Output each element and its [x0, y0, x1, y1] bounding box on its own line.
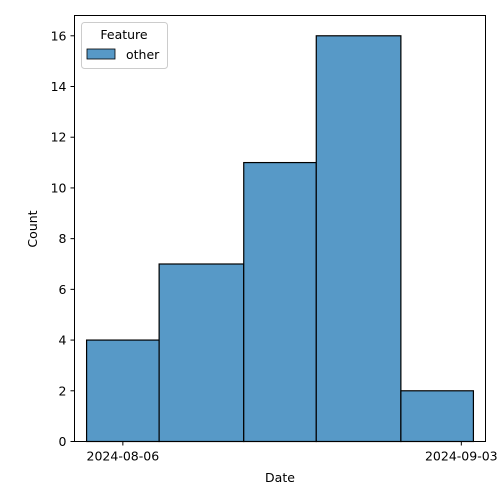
x-tick-label: 2024-09-03: [425, 449, 498, 464]
legend: Feature other: [81, 22, 168, 69]
histogram-bar-2: [158, 263, 245, 443]
y-tick-label: 12: [51, 130, 67, 145]
bars-group: [85, 35, 475, 443]
legend-title: Feature: [100, 27, 148, 42]
y-tick-label: 0: [59, 434, 67, 449]
histogram-bar-1: [85, 339, 160, 443]
plot-frame: [74, 15, 486, 442]
histogram-bar-3: [243, 161, 317, 443]
x-tick-label: 2024-08-06: [87, 449, 160, 464]
y-tick-label: 6: [59, 282, 67, 297]
y-tick-label: 16: [51, 28, 67, 43]
y-tick-label: 2: [59, 383, 67, 398]
y-tick-label: 10: [51, 180, 67, 195]
x-axis-label: Date: [265, 470, 295, 485]
y-axis-label: Count: [25, 210, 40, 247]
y-tick-label: 8: [59, 231, 67, 246]
y-tick-label: 4: [59, 333, 67, 348]
histogram-bar-5: [400, 390, 475, 443]
histogram-bar-4: [315, 35, 402, 443]
y-tick-label: 14: [51, 79, 67, 94]
x-axis-ticks: 2024-08-06 2024-09-03: [87, 441, 498, 464]
legend-swatch-other: [86, 48, 116, 60]
y-axis-ticks: 0 2 4 6 8 10 12 14 16: [51, 28, 75, 449]
legend-label-other: other: [126, 47, 160, 62]
